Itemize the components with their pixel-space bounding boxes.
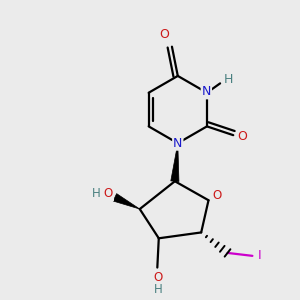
Text: N: N bbox=[202, 85, 211, 98]
Polygon shape bbox=[171, 143, 179, 182]
Text: O: O bbox=[212, 189, 221, 203]
Text: O: O bbox=[104, 187, 113, 200]
Text: H: H bbox=[224, 73, 233, 86]
Text: H: H bbox=[92, 187, 100, 200]
Polygon shape bbox=[113, 194, 140, 209]
Text: O: O bbox=[153, 271, 163, 284]
Text: O: O bbox=[160, 28, 170, 41]
Text: I: I bbox=[258, 249, 262, 262]
Text: H: H bbox=[154, 283, 162, 296]
Text: O: O bbox=[238, 130, 248, 143]
Text: N: N bbox=[173, 137, 182, 150]
